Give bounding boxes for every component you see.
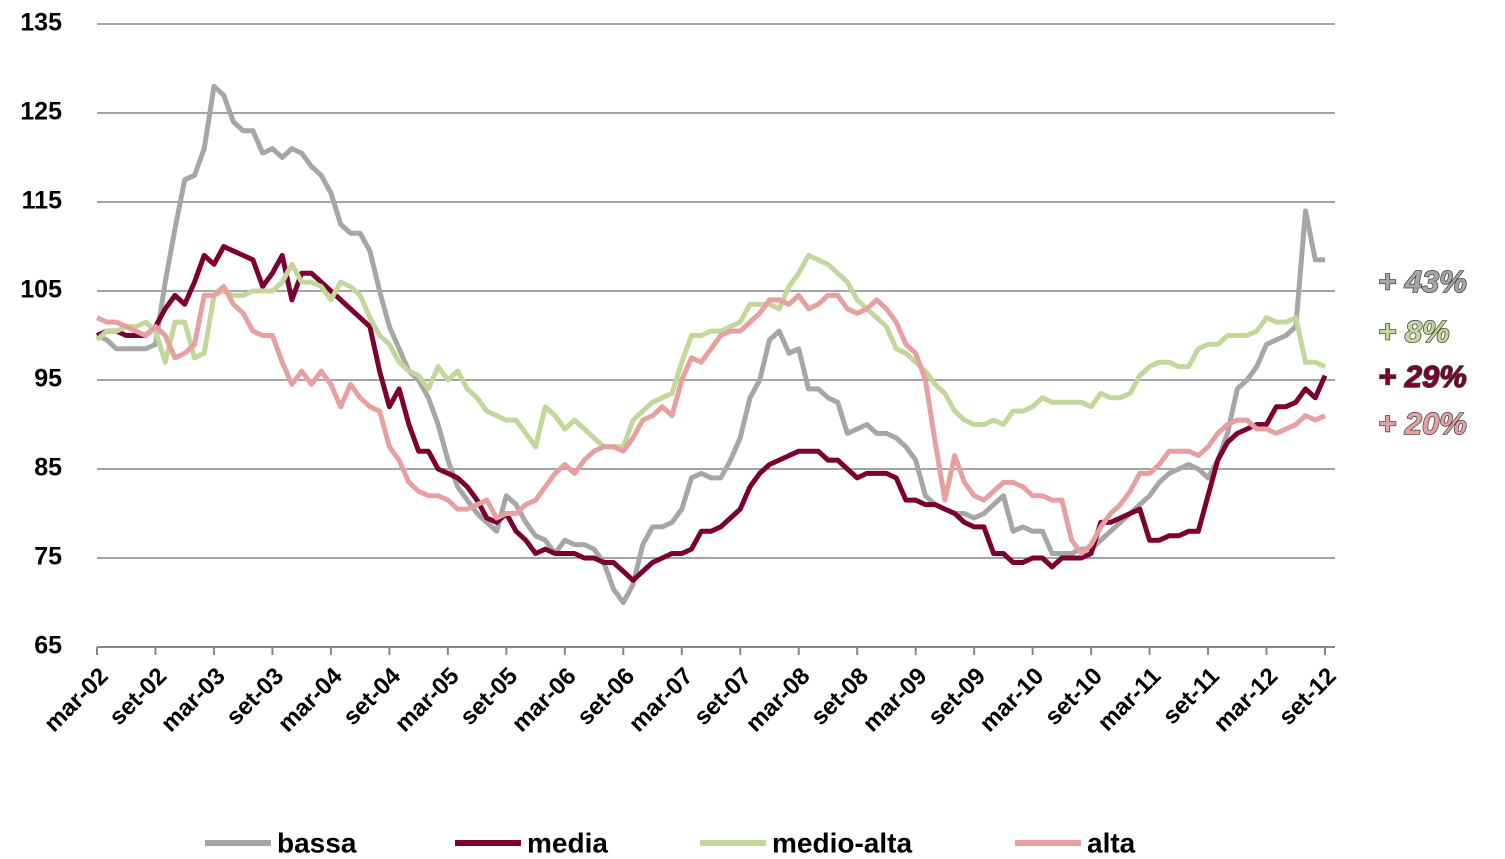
series-line — [95, 252, 1327, 450]
legend-label: media — [527, 827, 608, 858]
y-tick-label: 115 — [22, 187, 62, 215]
x-tick-label: mar-12 — [1208, 663, 1283, 738]
x-tick-label: mar-08 — [741, 663, 816, 738]
legend-label: medio-alta — [772, 827, 912, 858]
series-line — [95, 244, 1328, 583]
x-tick-label: mar-09 — [858, 663, 933, 738]
x-tick-label: mar-07 — [624, 663, 699, 738]
y-tick-label: 125 — [20, 98, 62, 126]
x-tick-label: mar-02 — [39, 663, 114, 738]
x-tick-label: mar-06 — [507, 663, 582, 738]
y-tick-label: 135 — [20, 9, 62, 37]
x-tick-label: mar-10 — [975, 663, 1050, 738]
annotation: + 29% — [1378, 359, 1467, 394]
annotation: + 8% — [1378, 314, 1450, 349]
legend-label: alta — [1087, 827, 1136, 858]
x-tick-label: mar-03 — [156, 663, 231, 738]
y-tick-label: 105 — [20, 276, 62, 304]
x-tick-label: mar-11 — [1092, 663, 1166, 737]
y-tick-label: 85 — [34, 454, 62, 482]
y-tick-label: 75 — [34, 543, 62, 571]
annotation: + 43% — [1378, 264, 1467, 299]
series-line — [95, 83, 1325, 605]
x-tick-label: mar-05 — [390, 663, 465, 738]
series-line — [95, 284, 1327, 556]
y-tick-label: 95 — [34, 365, 62, 393]
y-tick-label: 65 — [34, 632, 62, 660]
legend-label: bassa — [277, 827, 357, 858]
x-tick-label: set-12 — [1274, 663, 1342, 731]
annotation: + 20% — [1378, 406, 1467, 441]
x-tick-label: mar-04 — [273, 662, 348, 737]
